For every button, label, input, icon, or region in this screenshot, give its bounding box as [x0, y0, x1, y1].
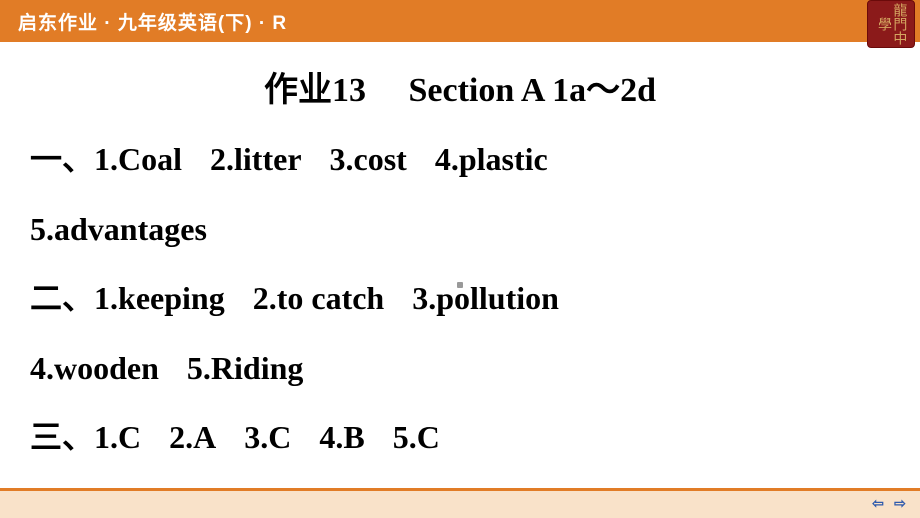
answer-item: 5.advantages [30, 209, 207, 251]
answer-item: 4.wooden [30, 348, 159, 390]
section-two-line2: 4.wooden 5.Riding [30, 348, 890, 390]
center-marker-icon [457, 282, 463, 288]
section-two-marker: 二、 [30, 280, 94, 316]
header-bar: 启东作业 · 九年级英语(下) · R 龍門中學 [0, 0, 920, 42]
answer-item: 2.litter [210, 139, 302, 181]
answer-item: 3.pollution [412, 278, 559, 320]
answer-item: 2.to catch [253, 278, 385, 320]
answer-item: 4.B [319, 417, 364, 459]
answer-item: 4.plastic [435, 139, 548, 181]
answer-item: 3.C [244, 417, 291, 459]
answer-item: 1.Coal [94, 139, 182, 181]
header-title: 启东作业 · 九年级英语(下) · R [18, 8, 287, 35]
section-three-marker: 三、 [30, 419, 94, 455]
answer-item: 5.Riding [187, 348, 303, 390]
prev-arrow-icon[interactable]: ⇦ [870, 496, 886, 512]
answer-item: 3.cost [330, 139, 407, 181]
answer-item: 1.C [94, 417, 141, 459]
section-one-line1: 一、1.Coal 2.litter 3.cost 4.plastic [30, 139, 890, 181]
nav-arrows: ⇦ ⇨ [870, 496, 908, 512]
content-area: 作业13 Section A 1a～2d 一、1.Coal 2.litter 3.c… [0, 42, 920, 497]
stamp-text: 龍門中學 [876, 1, 907, 47]
school-stamp: 龍門中學 [867, 0, 915, 48]
answer-item: 5.C [393, 417, 440, 459]
next-arrow-icon[interactable]: ⇨ [892, 496, 908, 512]
section-three-line1: 三、1.C 2.A 3.C 4.B 5.C [30, 417, 890, 459]
section-one-marker: 一、 [30, 141, 94, 177]
section-one-line2: 5.advantages [30, 209, 890, 251]
page-title: 作业13 Section A 1a～2d [30, 62, 890, 111]
footer-bar: ⇦ ⇨ [0, 488, 920, 518]
answer-item: 2.A [169, 417, 216, 459]
answer-item: 1.keeping [94, 278, 225, 320]
